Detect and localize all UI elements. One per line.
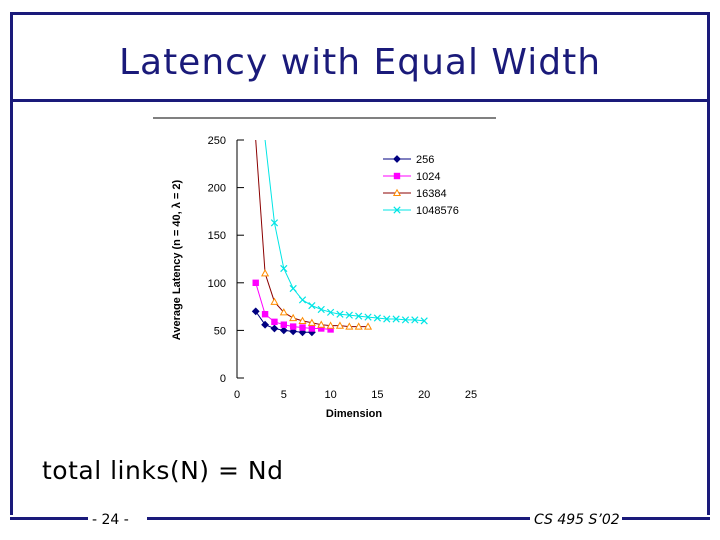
x-tick-label: 0 <box>234 389 240 401</box>
data-point-16384 <box>261 269 270 277</box>
data-point-1024 <box>299 324 306 331</box>
x-tick-label: 20 <box>418 389 430 401</box>
data-point-1048576 <box>298 296 307 304</box>
data-point-1048576 <box>308 302 316 310</box>
formula-text: total links(N) = Nd <box>42 456 284 485</box>
data-point-1024 <box>261 311 269 318</box>
slide-frame-top <box>10 12 710 15</box>
x-tick-label: 10 <box>324 389 336 401</box>
data-point-16384 <box>298 316 307 324</box>
data-point-1048576 <box>270 219 279 227</box>
data-point-1048576 <box>401 316 410 324</box>
data-point-256 <box>270 324 279 333</box>
legend-marker <box>393 155 401 163</box>
data-point-1048576 <box>420 317 428 325</box>
data-point-16384 <box>363 322 373 330</box>
data-point-1048576 <box>317 305 325 314</box>
data-point-1048576 <box>383 315 391 323</box>
data-point-1048576 <box>411 316 419 324</box>
chart-legend: 256 1024 16384 1048576 <box>383 154 459 217</box>
data-point-1048576 <box>280 264 288 273</box>
data-point-16384 <box>279 308 288 316</box>
data-point-16384 <box>345 322 354 330</box>
data-point-1048576 <box>392 315 400 323</box>
data-point-1048576 <box>345 311 353 319</box>
slide-frame-right <box>707 12 710 515</box>
data-point-1048576 <box>326 308 335 316</box>
y-tick-label: 0 <box>220 373 226 385</box>
data-point-1048576 <box>364 313 372 321</box>
x-tick-label: 5 <box>281 389 287 401</box>
data-point-1024 <box>252 279 259 287</box>
data-point-1024 <box>289 323 297 330</box>
data-point-1048576 <box>373 314 382 322</box>
y-tick-label: 150 <box>208 230 226 242</box>
y-tick-label: 50 <box>214 325 226 337</box>
legend-label: 1048576 <box>416 205 459 217</box>
y-axis-label: Average Latency (n = 40, λ = 2) <box>171 179 183 340</box>
data-point-16384 <box>335 321 345 329</box>
slide-title: Latency with Equal Width <box>118 42 602 83</box>
data-point-1024 <box>280 321 288 328</box>
series-line-16384 <box>255 139 369 328</box>
legend-label: 1024 <box>416 171 440 183</box>
footer-rule-middle <box>147 517 530 520</box>
series-line-1048576 <box>264 139 425 322</box>
data-point-1048576 <box>289 284 297 293</box>
title-underline <box>10 99 710 102</box>
legend-marker <box>392 188 402 197</box>
data-point-16384 <box>270 297 279 305</box>
data-point-256 <box>251 307 260 316</box>
course-label: CS 495 S’02 <box>534 512 620 528</box>
x-tick-label: 15 <box>371 389 383 401</box>
y-tick-label: 250 <box>208 135 226 147</box>
data-point-16384 <box>307 318 316 326</box>
data-point-16384 <box>317 320 326 328</box>
data-point-16384 <box>289 313 298 322</box>
x-tick-label: 25 <box>465 389 477 401</box>
series-line-1024 <box>255 282 331 330</box>
data-point-1048576 <box>355 312 363 320</box>
data-point-256 <box>261 320 269 329</box>
data-point-16384 <box>354 322 363 330</box>
legend-marker <box>393 206 401 214</box>
y-tick-label: 100 <box>208 278 226 290</box>
data-point-1024 <box>308 325 316 332</box>
data-point-256 <box>279 326 288 335</box>
data-point-1024 <box>271 318 278 326</box>
page-number: - 24 - <box>92 512 129 528</box>
legend-marker <box>393 172 401 180</box>
data-point-16384 <box>326 321 335 329</box>
data-point-1048576 <box>336 310 344 318</box>
legend-label: 256 <box>416 154 434 166</box>
legend-label: 16384 <box>416 188 447 200</box>
slide-frame-left <box>10 12 13 515</box>
x-axis-label: Dimension <box>326 408 383 420</box>
footer-rule-left <box>10 517 88 520</box>
footer-rule-right <box>622 517 710 520</box>
y-tick-label: 200 <box>208 183 226 195</box>
